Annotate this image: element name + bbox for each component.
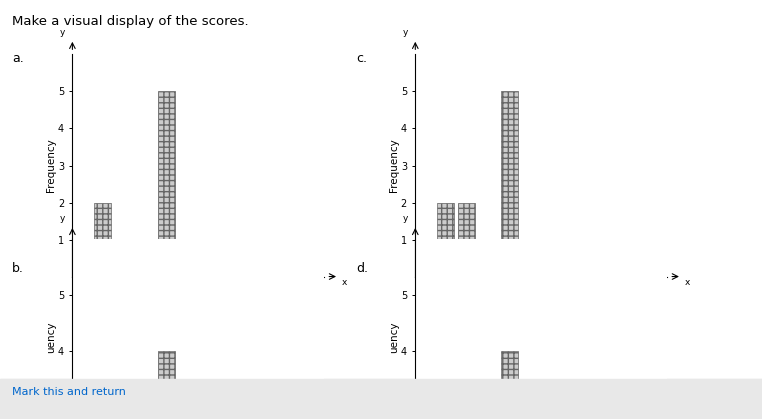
Text: Mark this and return: Mark this and return: [12, 387, 126, 397]
X-axis label: Scores: Scores: [523, 296, 559, 306]
Text: x: x: [684, 278, 690, 287]
Text: d.: d.: [357, 262, 369, 275]
Text: Next: Next: [516, 395, 547, 408]
Y-axis label: Frequency: Frequency: [46, 139, 56, 192]
Text: y: y: [59, 214, 65, 223]
Bar: [458, 202, 475, 277]
Bar: [158, 352, 174, 419]
Y-axis label: uency: uency: [389, 321, 399, 353]
Bar: [115, 240, 132, 277]
Polygon shape: [565, 388, 573, 414]
Text: Submit: Submit: [619, 395, 666, 408]
Text: c.: c.: [357, 52, 367, 65]
X-axis label: Scores: Scores: [181, 296, 216, 306]
Text: y: y: [59, 28, 65, 37]
Text: Mark this and return: Mark this and return: [12, 387, 126, 397]
Text: Make a visual display of the scores.: Make a visual display of the scores.: [12, 15, 249, 28]
Y-axis label: Frequency: Frequency: [389, 139, 399, 192]
Text: a.: a.: [12, 52, 24, 65]
Text: b.: b.: [12, 262, 24, 275]
Bar: [158, 91, 174, 277]
Bar: [94, 202, 110, 277]
Text: y: y: [402, 214, 408, 223]
Bar: [437, 202, 453, 277]
Bar: [607, 240, 624, 277]
Bar: [501, 352, 517, 419]
Bar: [501, 91, 517, 277]
Text: x: x: [341, 278, 347, 287]
Text: y: y: [402, 28, 408, 37]
Bar: [264, 240, 281, 277]
Text: Save and Exit: Save and Exit: [386, 396, 463, 406]
Bar: [586, 240, 603, 277]
Y-axis label: uency: uency: [46, 321, 56, 353]
Bar: [243, 240, 260, 277]
